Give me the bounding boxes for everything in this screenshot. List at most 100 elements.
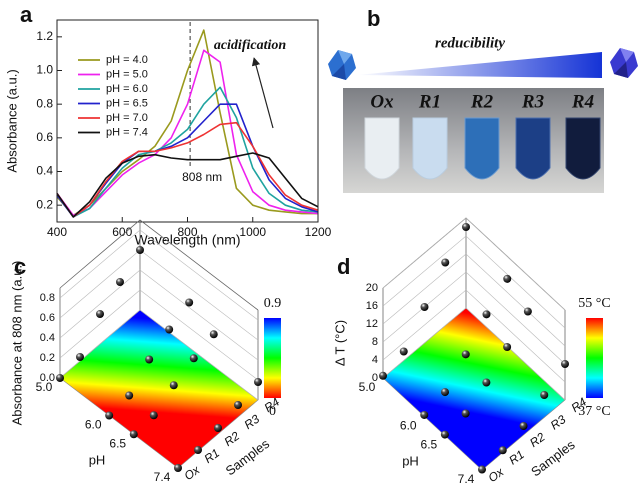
data-point [136,246,144,254]
y-tick-label: 0.4 [36,164,53,178]
colorbar-label: 0 [269,404,276,419]
data-point [441,258,450,267]
x-tick-label: 600 [112,225,132,239]
data-point [194,446,202,454]
data-point [105,411,114,420]
annotation: 808 nm [182,170,222,184]
axis-edge [59,219,259,311]
x-axis-label: Wavelength (nm) [134,232,240,248]
series-line [56,49,319,217]
category-label: R1 [506,447,527,467]
data-point [461,409,470,418]
colorbar [586,318,603,398]
y-tick-label: 1.0 [36,63,53,77]
grid-line [382,289,566,383]
panel-label: b [367,6,380,31]
series-line [56,121,319,218]
data-point [498,446,507,455]
y-tick-label: 1.2 [36,29,53,43]
data-point [116,278,124,286]
legend-label: pH = 4.0 [106,54,148,66]
vial-label: R4 [571,91,594,112]
data-point [174,464,182,472]
category-label: R2 [527,430,548,450]
plot-frame [56,19,319,223]
grid-line [382,235,566,329]
data-point [503,274,512,283]
colorbar-label: 37 °C [578,404,610,419]
y-axis-label: Absorbance (a.u.) [4,69,19,172]
y-tick-label: 0.8 [36,96,53,110]
category-label: R3 [242,412,263,432]
data-point [561,360,569,368]
data-point [145,355,154,364]
z-tick-label: 8 [372,336,378,348]
z-tick-label: 12 [366,318,378,330]
y-tick-label: 0.6 [36,130,53,144]
grid-line [382,217,566,311]
data-point [399,347,408,356]
grid-line [59,289,259,381]
z-tick-label: 4 [372,354,378,366]
x-tick-label: 7.4 [154,470,171,484]
x-axis-label: pH [402,453,419,468]
vial-label: Ox [370,91,394,112]
x-tick-label: 6.5 [421,438,438,452]
data-point [540,391,549,399]
z-tick-label: 0.0 [40,372,55,384]
photo-title: reducibility [435,35,505,51]
z-tick-label: 0.6 [40,312,55,324]
data-point [234,401,242,409]
z-axis-label: Δ T (°C) [332,320,347,366]
grid-line [382,307,566,401]
data-point [462,223,470,231]
annotation: acidification [214,38,287,53]
series-line [56,152,319,218]
panel-label: c [14,254,26,279]
legend-label: pH = 7.0 [106,112,148,124]
data-point [185,298,194,307]
vial-label: R1 [418,91,441,112]
vial-label: R3 [521,91,544,112]
vial [364,117,400,180]
colorbar-label: 0.9 [264,296,282,311]
data-point [503,343,512,351]
data-point [482,378,491,387]
crystal-icon [328,50,356,80]
z-tick-label: 16 [366,300,378,312]
data-point [165,325,174,334]
crystal-icon [610,48,638,78]
category-label: Ox [182,462,203,483]
data-point [129,430,138,439]
data-point [420,410,429,419]
panel-b: b reducibility Ox R1 R2 R3 R4 [328,6,638,193]
data-point [56,374,64,382]
series-line [56,86,319,218]
data-point [440,430,449,439]
data-point [96,310,104,318]
legend-label: pH = 5.0 [106,68,148,80]
x-tick-label: 400 [47,225,67,239]
colorbar-label: 55 °C [578,296,610,311]
vial [464,117,500,180]
data-point [209,330,218,339]
category-label: Ox [486,464,507,485]
category-label: R3 [548,412,569,432]
grid-line [382,271,566,365]
data-point [149,411,158,420]
gradient-wedge [357,52,602,78]
data-point [523,307,532,316]
category-label: R1 [202,446,223,466]
vial [565,117,601,180]
grid-line [59,309,259,401]
z-tick-label: 0.4 [40,332,55,344]
data-point [169,381,178,390]
data-point [379,371,387,380]
x-tick-label: 5.0 [36,380,53,394]
x-tick-label: 6.5 [109,436,126,450]
colorbar [264,318,281,398]
x-tick-label: 1200 [305,225,332,239]
legend-label: pH = 6.0 [106,83,148,95]
z-tick-label: 0.8 [40,292,55,304]
z-tick-label: 0.2 [40,352,55,364]
